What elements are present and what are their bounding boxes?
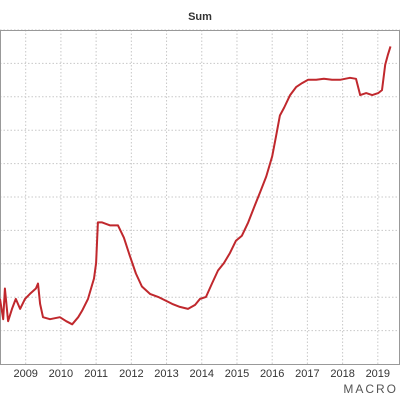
x-tick-label: 2015 xyxy=(225,368,249,380)
data-line xyxy=(0,46,392,326)
chart-title: Sum xyxy=(188,11,212,23)
x-tick-label: 2014 xyxy=(190,368,214,380)
x-tick-label: 2013 xyxy=(154,368,178,380)
watermark: MACRO xyxy=(343,382,398,396)
x-tick-label: 2019 xyxy=(366,368,390,380)
x-tick-label: 2012 xyxy=(119,368,143,380)
x-tick-label: 2016 xyxy=(260,368,284,380)
x-tick-label: 2009 xyxy=(13,368,37,380)
x-tick-label: 2017 xyxy=(295,368,319,380)
x-tick-label: 2011 xyxy=(84,368,108,380)
x-tick-label: 2018 xyxy=(330,368,354,380)
x-tick-label: 2010 xyxy=(49,368,73,380)
